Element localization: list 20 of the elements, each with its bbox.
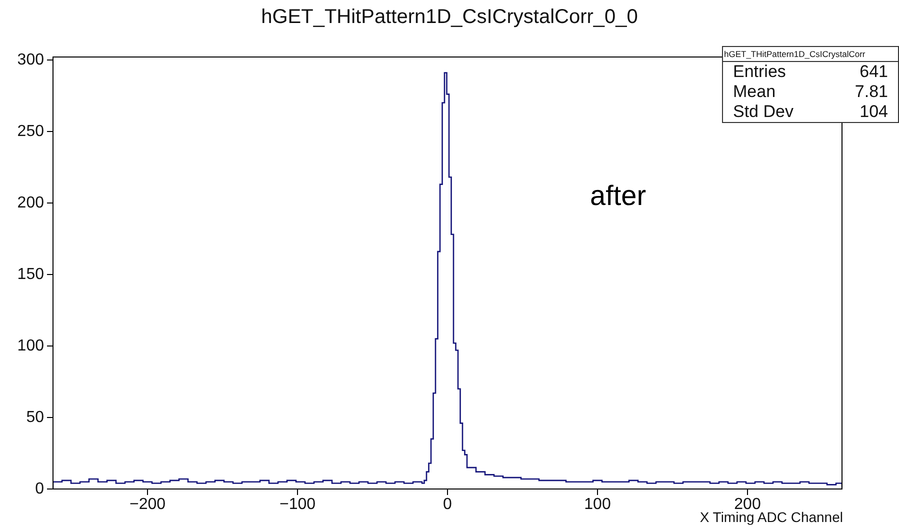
- x-tick-label: 0: [443, 496, 452, 514]
- text: 7.81: [854, 82, 888, 102]
- chart-title: hGET_THitPattern1D_CsICrystalCorr_0_0: [260, 6, 639, 29]
- annotation: Mean: [733, 82, 776, 102]
- y-tick-label: 300: [17, 51, 44, 68]
- y-tick-label: 100: [17, 337, 44, 354]
- text: 104: [860, 102, 888, 122]
- annotation: after: [590, 180, 646, 212]
- annotation: Std Dev: [733, 102, 794, 122]
- y-tick-label: 250: [17, 122, 44, 140]
- y-tick-label: 150: [17, 266, 44, 283]
- x-tick-label: −100: [279, 496, 316, 514]
- x-tick-label: 100: [584, 496, 611, 514]
- y-tick-label: 50: [26, 408, 44, 426]
- x-tick-label: −200: [129, 496, 166, 514]
- y-tick-label: 200: [17, 194, 44, 212]
- y-tick-label: 0: [35, 480, 44, 498]
- text: 641: [860, 62, 888, 82]
- annotation: hGET_THitPattern1D_CsICrystalCorr: [723, 47, 898, 62]
- annotation: Entries: [733, 62, 786, 82]
